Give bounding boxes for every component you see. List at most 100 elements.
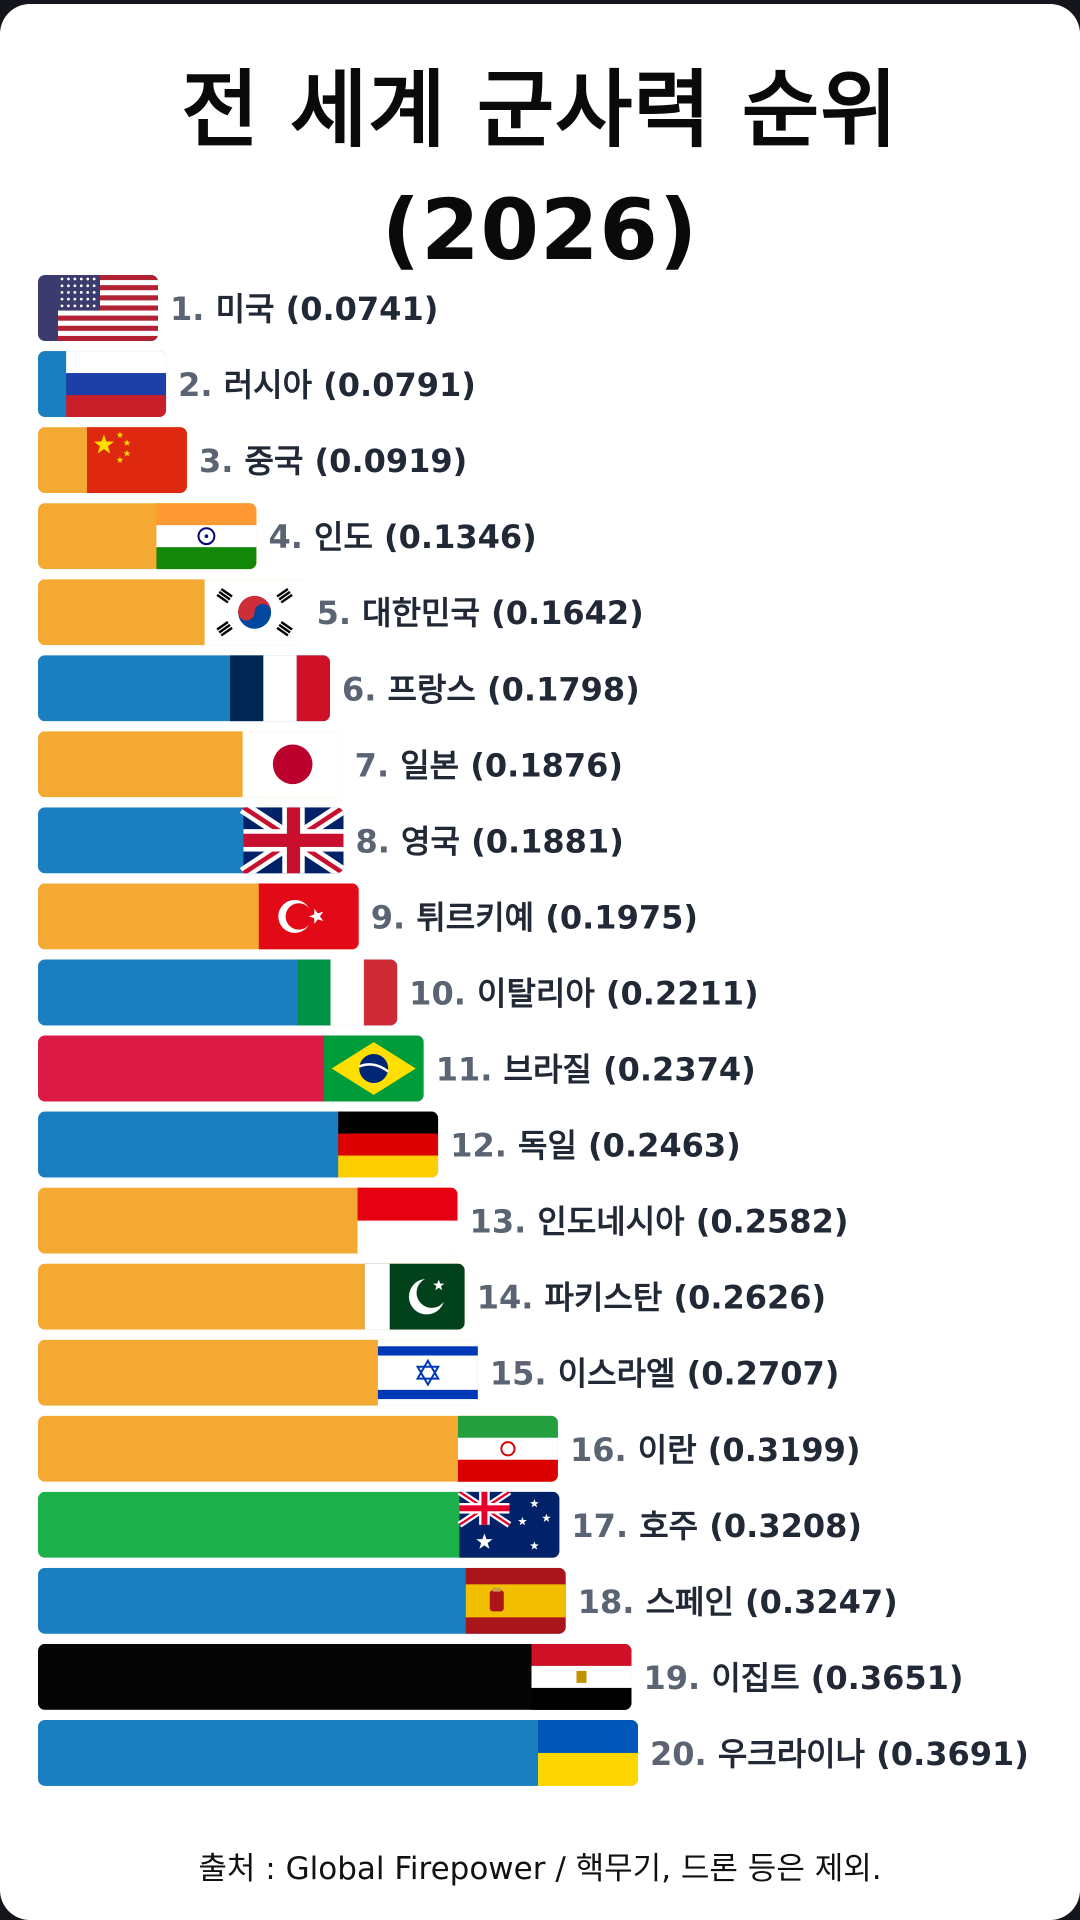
bar-category: 미국 — [216, 290, 286, 328]
bar-category: 이란 — [638, 1431, 708, 1469]
bar-label: 17. 호주 (0.3208) — [571, 1507, 862, 1545]
source-note: 출처 : Global Firepower / 핵무기, 드론 등은 제외. — [198, 1851, 882, 1887]
bar-category: 튀르키예 — [416, 898, 545, 936]
bar-row: 11. 브라질 (0.2374) — [38, 1035, 756, 1102]
egypt-flag-icon — [531, 1643, 632, 1710]
bar-row: 7. 일본 (0.1876) — [38, 731, 623, 798]
bar-category: 파키스탄 — [545, 1279, 674, 1317]
russia-flag-icon — [66, 351, 167, 418]
bar-category: 브라질 — [504, 1051, 603, 1089]
bar-label: 8. 영국 (0.1881) — [355, 822, 623, 860]
bar-category: 영국 — [401, 822, 471, 860]
bar-value-label: (0.2582) — [696, 1203, 849, 1241]
bar-category: 독일 — [518, 1127, 588, 1165]
brazil-flag-icon — [323, 1035, 424, 1102]
south-korea-flag-icon — [204, 579, 305, 646]
bar-value-label: (0.1346) — [384, 518, 537, 556]
bar-value-label: (0.2626) — [673, 1279, 826, 1317]
bar-label: 13. 인도네시아 (0.2582) — [470, 1203, 849, 1241]
bar-row: 1. 미국 (0.0741) — [38, 275, 438, 341]
bar-rank: 15. — [490, 1355, 558, 1393]
bar-row: 15. 이스라엘 (0.2707) — [38, 1339, 839, 1406]
bar-category: 일본 — [400, 746, 470, 784]
bar-label: 19. 이집트 (0.3651) — [643, 1659, 963, 1697]
bar-value-label: (0.3208) — [709, 1507, 862, 1545]
bar-category: 우크라이나 — [718, 1735, 876, 1773]
bar-row: 20. 우크라이나 (0.3691) — [38, 1719, 1029, 1786]
israel-flag-icon — [377, 1339, 478, 1406]
bar-value-label: (0.2374) — [603, 1051, 756, 1089]
bar-rank: 9. — [371, 898, 417, 936]
bar-rank: 8. — [355, 822, 401, 860]
bar-row: 2. 러시아 (0.0791) — [38, 351, 476, 418]
iran-flag-icon — [457, 1415, 558, 1482]
bar-rank: 18. — [578, 1583, 646, 1621]
bar-row: 17. 호주 (0.3208) — [38, 1491, 862, 1558]
bar-rank: 17. — [571, 1507, 639, 1545]
bar-label: 3. 중국 (0.0919) — [199, 442, 467, 480]
bar-rank: 2. — [178, 366, 224, 404]
bar-value-label: (0.2707) — [687, 1355, 840, 1393]
spain-flag-icon — [465, 1567, 566, 1634]
bar-value-label: (0.1876) — [470, 746, 623, 784]
china-flag-icon — [86, 427, 187, 494]
bar-row: 13. 인도네시아 (0.2582) — [38, 1187, 849, 1254]
bar-value-label: (0.1642) — [491, 594, 644, 632]
bar-row: 12. 독일 (0.2463) — [38, 1111, 741, 1178]
ukraine-flag-icon — [538, 1719, 638, 1786]
bar-row: 5. 대한민국 (0.1642) — [38, 579, 644, 646]
bar-category: 호주 — [639, 1507, 709, 1545]
indonesia-flag-icon — [357, 1187, 458, 1254]
pakistan-flag-icon — [364, 1263, 465, 1330]
bar-value-label: (0.0919) — [315, 442, 468, 480]
bar-label: 20. 우크라이나 (0.3691) — [650, 1735, 1029, 1773]
chart-title: 전 세계 군사력 순위 (2026) — [0, 50, 1080, 290]
japan-flag-icon — [242, 731, 343, 798]
bar-category: 인도 — [314, 518, 384, 556]
germany-flag-icon — [338, 1111, 439, 1178]
bar-label: 10. 이탈리아 (0.2211) — [409, 974, 758, 1012]
bar-rank: 6. — [342, 670, 388, 708]
bar-rank: 11. — [436, 1051, 504, 1089]
usa-flag-icon — [58, 275, 158, 341]
bar-value-label: (0.2211) — [606, 974, 759, 1012]
bar-value-label: (0.3691) — [876, 1735, 1029, 1773]
bar-category: 이스라엘 — [558, 1355, 687, 1393]
france-flag-icon — [229, 655, 330, 722]
bar-label: 5. 대한민국 (0.1642) — [317, 594, 644, 632]
bar-row: 16. 이란 (0.3199) — [38, 1415, 861, 1482]
bar-row: 14. 파키스탄 (0.2626) — [38, 1263, 826, 1330]
bar-row: 18. 스페인 (0.3247) — [38, 1567, 898, 1634]
india-flag-icon — [156, 503, 257, 570]
title-line-1: 전 세계 군사력 순위 — [181, 61, 899, 159]
bar-label: 16. 이란 (0.3199) — [570, 1431, 861, 1469]
italy-flag-icon — [297, 959, 398, 1026]
bar-value-label: (0.3651) — [811, 1659, 964, 1697]
bar-rank: 4. — [268, 518, 314, 556]
bar-row: 6. 프랑스 (0.1798) — [38, 655, 640, 722]
bar-rank: 3. — [199, 442, 245, 480]
bar-rank: 20. — [650, 1735, 718, 1773]
bar-value-label: (0.1881) — [471, 822, 624, 860]
bar-category: 중국 — [245, 442, 315, 480]
bar-value-label: (0.3199) — [708, 1431, 861, 1469]
bar-category: 이집트 — [711, 1659, 810, 1697]
title-line-2: (2026) — [381, 181, 699, 279]
turkey-flag-icon — [258, 883, 359, 950]
bar-category: 프랑스 — [388, 670, 487, 708]
bar-label: 15. 이스라엘 (0.2707) — [490, 1355, 839, 1393]
bar-label: 4. 인도 (0.1346) — [268, 518, 536, 556]
bar-rank: 16. — [570, 1431, 638, 1469]
bar-value-label: (0.1975) — [545, 898, 698, 936]
bar-value-label: (0.0741) — [286, 290, 439, 328]
bar-category: 러시아 — [224, 366, 323, 404]
bar-rank: 7. — [355, 746, 401, 784]
bar-rank: 12. — [450, 1127, 518, 1165]
bar-category: 인도네시아 — [537, 1203, 695, 1241]
bar-row: 10. 이탈리아 (0.2211) — [38, 959, 759, 1026]
bar-row: 9. 튀르키예 (0.1975) — [38, 883, 698, 950]
bar-rank: 13. — [470, 1203, 538, 1241]
bar-rank: 19. — [643, 1659, 711, 1697]
bar-rank: 1. — [170, 290, 216, 328]
